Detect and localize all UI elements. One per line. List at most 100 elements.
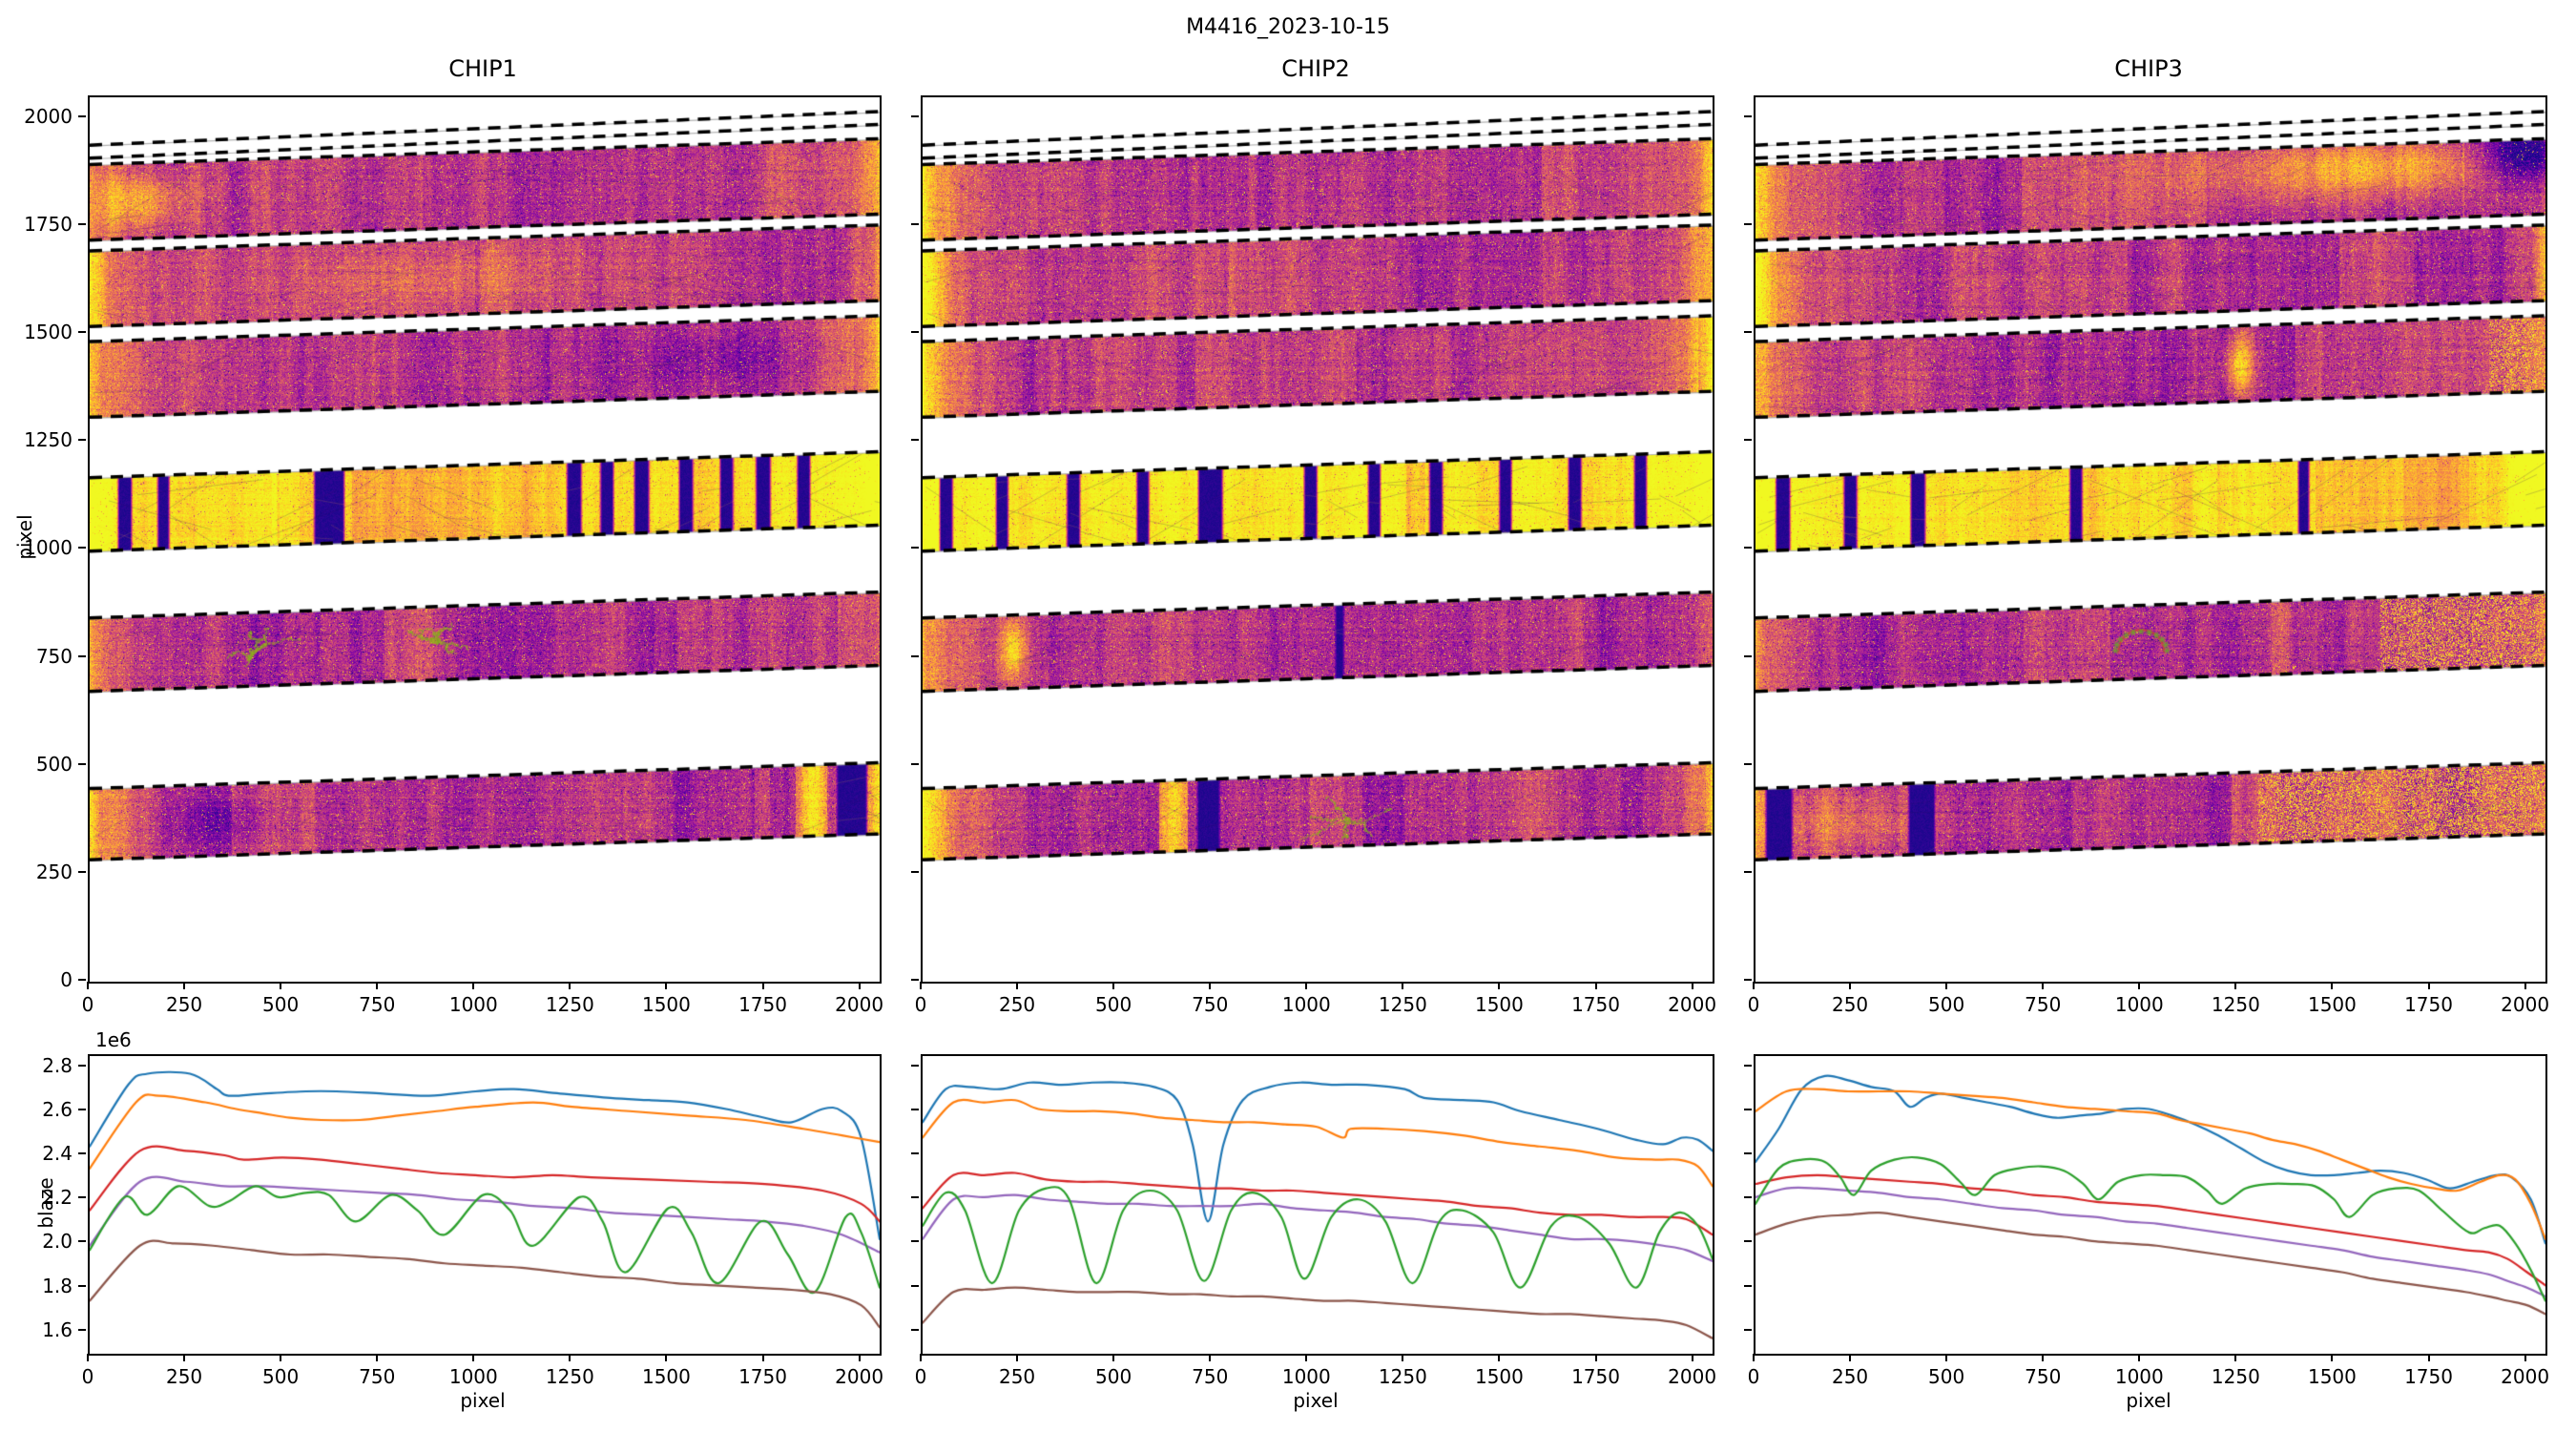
y-tick-mark [911, 1284, 919, 1287]
x-tick-mark [280, 1354, 282, 1361]
y-tick-mark [1744, 547, 1752, 550]
x-tick-mark [376, 982, 379, 989]
y-tick-mark [911, 222, 919, 225]
x-tick-mark [665, 982, 668, 989]
x-tick-mark [858, 982, 861, 989]
x-tick-label: 1000 [2114, 993, 2164, 1016]
y-tick-label: 2.6 [42, 1097, 73, 1121]
x-tick-mark [1594, 1354, 1597, 1361]
x-tick-mark [472, 982, 475, 989]
x-tick-label: 750 [2025, 1365, 2062, 1388]
x-tick-label: 1750 [2404, 993, 2453, 1016]
x-tick-label: 1500 [1474, 1365, 1524, 1388]
x-tick-mark [665, 1354, 668, 1361]
x-tick-label: 1250 [545, 993, 594, 1016]
chip2-order-image-canvas [923, 97, 1713, 982]
y-tick-mark [1744, 1196, 1752, 1199]
y-tick-label: 2.8 [42, 1053, 73, 1077]
y-tick-mark [78, 1196, 86, 1199]
chip1-blaze-canvas [90, 1056, 880, 1354]
x-tick-label: 2000 [2501, 1365, 2550, 1388]
x-tick-label: 750 [359, 1365, 396, 1388]
x-tick-mark [1753, 1354, 1755, 1361]
y-tick-label: 1.6 [42, 1317, 73, 1341]
y-tick-label: 1750 [24, 212, 73, 236]
y-tick-mark [1744, 1240, 1752, 1243]
y-tick-mark [911, 547, 919, 550]
chip1-order-image-panel [88, 95, 882, 984]
y-tick-mark [911, 1064, 919, 1067]
x-tick-mark [1305, 982, 1308, 989]
y-tick-mark [78, 439, 86, 442]
x-tick-label: 1250 [2211, 1365, 2260, 1388]
x-tick-mark [183, 982, 186, 989]
y-tick-label: 2.4 [42, 1142, 73, 1165]
y-tick-mark [78, 979, 86, 981]
y-tick-mark [1744, 331, 1752, 334]
x-tick-label: 0 [914, 993, 927, 1016]
x-tick-mark [569, 982, 571, 989]
x-tick-label: 2000 [2501, 993, 2550, 1016]
x-tick-label: 250 [998, 1365, 1036, 1388]
x-tick-mark [2042, 1354, 2045, 1361]
x-tick-label: 0 [914, 1365, 927, 1388]
y-tick-mark [1744, 222, 1752, 225]
x-tick-label: 2000 [1668, 993, 1717, 1016]
x-tick-mark [1594, 982, 1597, 989]
x-tick-label: 500 [262, 1365, 300, 1388]
y-tick-mark [1744, 1284, 1752, 1287]
chip1-blaze-panel [88, 1054, 882, 1356]
y-tick-mark [1744, 979, 1752, 981]
x-tick-mark [472, 1354, 475, 1361]
x-tick-label: 500 [1928, 993, 1965, 1016]
x-tick-mark [1498, 982, 1501, 989]
x-tick-mark [569, 1354, 571, 1361]
chip2-blaze-x-axis-label: pixel [1293, 1389, 1339, 1412]
y-tick-mark [911, 762, 919, 765]
x-tick-mark [1112, 982, 1115, 989]
chip2-blaze-canvas [923, 1056, 1713, 1354]
y-tick-mark [911, 439, 919, 442]
x-tick-mark [1016, 982, 1019, 989]
x-tick-label: 1750 [1571, 993, 1620, 1016]
y-tick-mark [911, 1240, 919, 1243]
x-tick-label: 500 [1928, 1365, 1965, 1388]
x-tick-mark [1498, 1354, 1501, 1361]
x-tick-mark [2234, 982, 2237, 989]
x-tick-label: 1500 [2307, 993, 2357, 1016]
y-tick-mark [1744, 1064, 1752, 1067]
x-tick-mark [858, 1354, 861, 1361]
y-tick-mark [78, 222, 86, 225]
y-tick-mark [78, 1328, 86, 1331]
x-tick-label: 2000 [1668, 1365, 1717, 1388]
y-tick-mark [911, 654, 919, 657]
y-tick-label: 250 [35, 860, 73, 883]
x-tick-mark [2042, 982, 2045, 989]
x-tick-label: 250 [165, 1365, 203, 1388]
x-tick-label: 1500 [2307, 1365, 2357, 1388]
x-tick-mark [1691, 1354, 1693, 1361]
x-tick-label: 1750 [738, 993, 787, 1016]
x-tick-mark [2427, 982, 2430, 989]
x-tick-label: 750 [359, 993, 396, 1016]
chip3-blaze-canvas [1755, 1056, 2545, 1354]
y-tick-mark [1744, 870, 1752, 873]
x-tick-mark [1112, 1354, 1115, 1361]
y-tick-mark [911, 114, 919, 117]
x-tick-mark [761, 1354, 764, 1361]
y-tick-label: 2000 [24, 104, 73, 128]
x-tick-mark [2524, 1354, 2526, 1361]
x-tick-label: 0 [1747, 993, 1760, 1016]
x-tick-mark [1945, 982, 1948, 989]
x-tick-mark [1305, 1354, 1308, 1361]
chip1-order-image-canvas [90, 97, 880, 982]
x-tick-label: 1250 [1378, 993, 1427, 1016]
y-tick-mark [78, 654, 86, 657]
y-tick-mark [911, 1196, 919, 1199]
x-tick-mark [1402, 1354, 1404, 1361]
chip3-blaze-x-axis-label: pixel [2126, 1389, 2171, 1412]
x-tick-label: 1750 [2404, 1365, 2453, 1388]
x-tick-label: 2000 [835, 993, 884, 1016]
x-tick-mark [2138, 982, 2141, 989]
